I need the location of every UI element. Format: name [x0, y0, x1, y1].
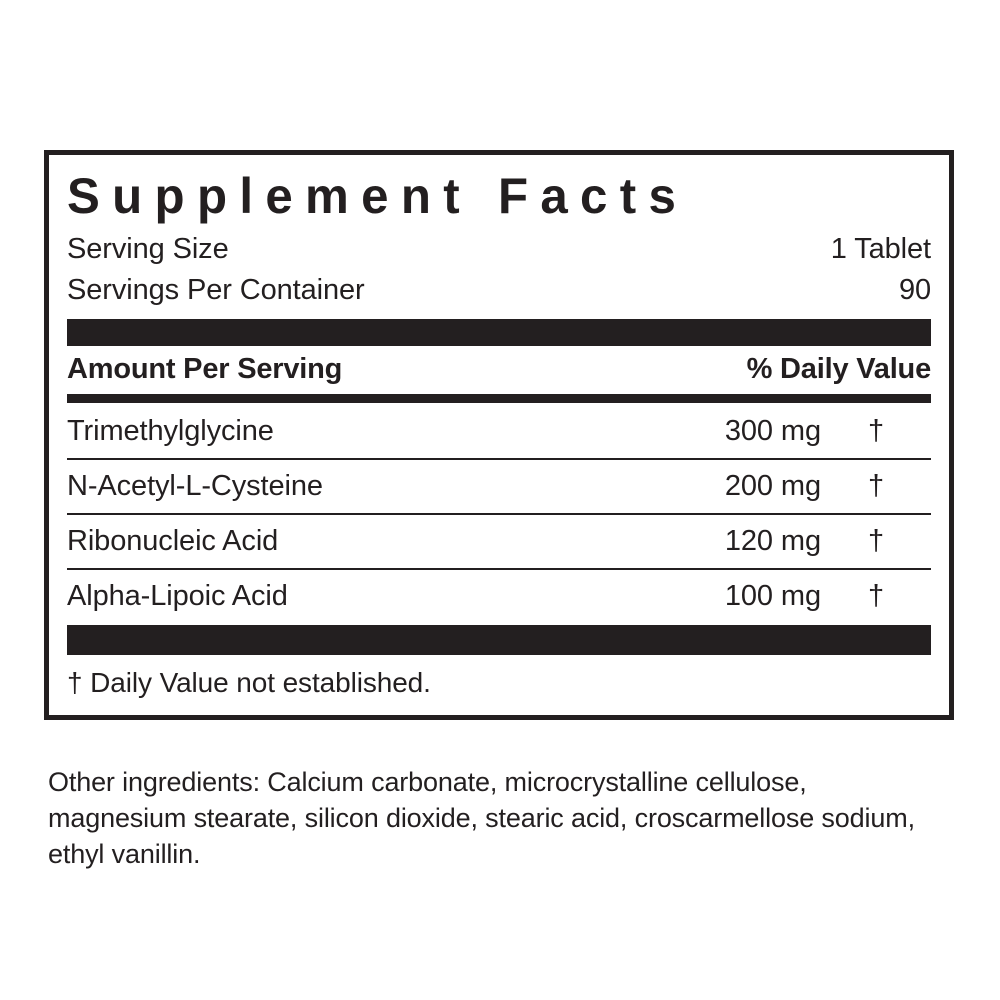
dagger-icon: † — [867, 415, 885, 448]
serving-size-label: Serving Size — [67, 233, 229, 265]
serving-size-row: Serving Size 1 Tablet — [67, 229, 931, 270]
table-row: Ribonucleic Acid 120 mg † — [67, 515, 931, 571]
daily-value-footnote: † Daily Value not established. — [67, 667, 431, 699]
servings-per-container-row: Servings Per Container 90 — [67, 270, 931, 311]
table-row: Trimethylglycine 300 mg † — [67, 405, 931, 461]
nutrient-amount: 120 mg — [724, 525, 821, 558]
divider-bar-thick-top — [67, 319, 931, 347]
amount-per-serving-header: Amount Per Serving — [67, 353, 343, 386]
nutrient-name: Ribonucleic Acid — [67, 525, 279, 558]
nutrient-amount: 100 mg — [724, 580, 821, 613]
daily-value-header: % Daily Value — [746, 353, 932, 386]
table-row: N-Acetyl-L-Cysteine 200 mg † — [67, 460, 931, 516]
column-header-row: Amount Per Serving % Daily Value — [67, 346, 931, 394]
divider-bar-thick-bottom — [67, 625, 931, 656]
nutrient-rows: Trimethylglycine 300 mg † N-Acetyl-L-Cys… — [67, 403, 931, 625]
other-ingredients-text: Other ingredients: Calcium carbonate, mi… — [48, 767, 915, 869]
serving-size-value: 1 Tablet — [830, 233, 931, 265]
servings-per-container-value: 90 — [898, 274, 931, 307]
dagger-icon: † — [867, 525, 885, 558]
dagger-icon: † — [867, 580, 885, 613]
nutrient-name: Trimethylglycine — [67, 415, 274, 448]
nutrient-name: N-Acetyl-L-Cysteine — [67, 470, 323, 503]
nutrient-name: Alpha-Lipoic Acid — [67, 580, 288, 613]
servings-per-container-label: Servings Per Container — [67, 274, 365, 307]
nutrient-amount: 200 mg — [724, 470, 821, 503]
table-row: Alpha-Lipoic Acid 100 mg † — [67, 570, 931, 625]
supplement-facts-panel: Supplement Facts Serving Size 1 Tablet S… — [44, 150, 954, 721]
dagger-icon: † — [867, 470, 885, 503]
nutrient-amount: 300 mg — [724, 415, 821, 448]
spacer — [67, 311, 931, 319]
divider-bar-medium — [67, 394, 931, 404]
panel-title: Supplement Facts — [67, 168, 689, 224]
